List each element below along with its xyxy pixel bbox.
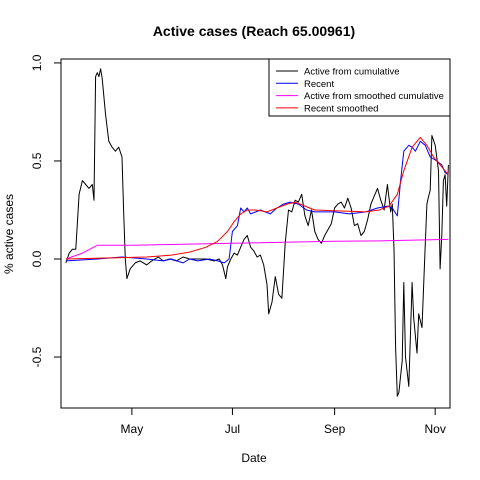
y-tick-label-3: 1.0: [30, 54, 44, 71]
y-tick-label-1: 0.0: [30, 250, 44, 267]
y-tick-label-2: 0.5: [30, 152, 44, 169]
x-tick-label-1: Jul: [225, 422, 240, 436]
series-line-0: [65, 68, 449, 397]
legend-label-0: Active from cumulative: [304, 67, 400, 78]
x-axis-label: Date: [241, 451, 267, 465]
y-axis-label: % active cases: [2, 194, 16, 274]
x-axis: May Jul Sep Nov: [121, 407, 446, 436]
series-line-1: [65, 140, 449, 264]
legend-box: [268, 58, 451, 117]
y-axis: -0.5 0.0 0.5 1.0: [30, 54, 62, 367]
series-layer: [65, 68, 449, 397]
series-line-2: [65, 238, 449, 260]
x-tick-label-0: May: [121, 422, 144, 436]
x-tick-label-3: Nov: [424, 422, 445, 436]
y-tick-label-0: -0.5: [30, 346, 44, 367]
x-tick-label-2: Sep: [324, 422, 346, 436]
series-line-3: [65, 136, 449, 260]
chart-title: Active cases (Reach 65.00961): [153, 23, 355, 39]
legend-label-3: Recent smoothed: [304, 103, 378, 114]
legend-label-1: Recent: [304, 79, 334, 90]
legend-label-2: Active from smoothed cumulative: [304, 91, 444, 102]
